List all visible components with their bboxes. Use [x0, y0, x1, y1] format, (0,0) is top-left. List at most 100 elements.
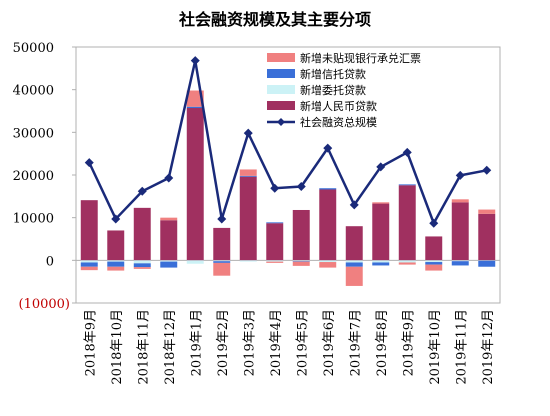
bar-segment — [478, 260, 496, 267]
legend-marker — [277, 118, 285, 126]
bar-segment — [213, 261, 231, 263]
y-tick-label: 40000 — [13, 84, 54, 99]
y-tick-label: 0 — [46, 254, 54, 269]
bar-segment — [266, 223, 284, 261]
legend-box — [263, 49, 463, 135]
legend-label: 新增未贴现银行承兑汇票 — [300, 51, 421, 65]
bar-segment — [186, 108, 204, 261]
bar-segment — [451, 261, 469, 266]
line-point — [243, 128, 253, 138]
bar-segment — [319, 189, 337, 261]
bar-segment — [425, 264, 443, 271]
bar-segment — [239, 176, 257, 261]
bar-segment — [398, 185, 416, 261]
bar-segment — [398, 184, 416, 186]
bar-segment — [451, 202, 469, 261]
line-point — [217, 214, 227, 224]
x-tick-label: 2019年2月 — [216, 309, 231, 376]
bar-segment — [107, 261, 125, 267]
bar-segment — [425, 262, 443, 265]
bar-segment — [80, 262, 98, 267]
bar-segment — [372, 203, 390, 261]
bar-segment — [213, 262, 231, 276]
line-point — [323, 143, 333, 153]
x-tick-label: 2019年7月 — [348, 309, 363, 376]
legend-swatch — [267, 69, 295, 78]
bar-segment — [266, 222, 284, 224]
y-tick-label: 20000 — [13, 169, 54, 184]
bar-segment — [80, 266, 98, 271]
line-point — [190, 56, 200, 66]
bar-segment — [478, 213, 496, 261]
legend-swatch — [267, 53, 295, 62]
x-tick-label: 2019年9月 — [401, 309, 416, 376]
x-tick-label: 2019年1月 — [189, 309, 204, 376]
line-point — [429, 218, 439, 228]
legend-label: 新增信托贷款 — [300, 67, 366, 81]
line-point — [164, 173, 174, 183]
y-tick-label: 50000 — [13, 41, 54, 56]
line-point — [455, 170, 465, 180]
line-point — [137, 186, 147, 196]
x-tick-label: 2019年6月 — [322, 309, 337, 376]
bar-segment — [345, 226, 363, 261]
bar-segment — [478, 209, 496, 214]
legend-label: 社会融资总规模 — [300, 115, 377, 129]
bar-segment — [107, 230, 125, 261]
x-tick-label: 2019年4月 — [269, 309, 284, 376]
x-tick-label: 2019年8月 — [375, 309, 390, 376]
bar-segment — [107, 260, 125, 262]
bar-segment — [398, 262, 416, 265]
line-point — [402, 147, 412, 157]
bar-segment — [292, 261, 310, 266]
bar-segment — [107, 266, 125, 271]
x-tick-label: 2018年9月 — [83, 309, 98, 376]
line-point — [349, 200, 359, 210]
bar-segment — [425, 236, 443, 261]
bar-segment — [133, 267, 151, 269]
bar-segment — [266, 261, 284, 263]
x-tick-label: 2018年11月 — [136, 309, 151, 385]
x-tick-label: 2019年12月 — [481, 309, 496, 385]
bar-segment — [160, 217, 178, 221]
chart-title: 社会融资规模及其主要分项 — [178, 10, 371, 29]
bar-segment — [160, 220, 178, 261]
bar-segment — [345, 262, 363, 267]
line-point — [270, 183, 280, 193]
bar-segment — [292, 260, 310, 262]
bar-segment — [292, 261, 310, 262]
line-point — [376, 162, 386, 172]
bar-segment — [133, 207, 151, 261]
bar-segment — [239, 175, 257, 177]
y-tick-label: 10000 — [13, 212, 54, 227]
x-tick-label: 2019年5月 — [295, 309, 310, 376]
bar-segment — [80, 260, 98, 263]
bar-segment — [398, 260, 416, 263]
bar-segment — [186, 260, 204, 264]
bar-segment — [80, 200, 98, 261]
bar-segment — [372, 262, 390, 266]
bar-segment — [160, 261, 178, 268]
bar-segment — [372, 260, 390, 263]
legend-swatch — [267, 101, 295, 110]
x-tick-label: 2018年10月 — [110, 309, 125, 385]
bar-segment — [425, 260, 443, 263]
x-tick-label: 2019年10月 — [428, 309, 443, 385]
total-line — [88, 60, 487, 227]
x-tick-label: 2019年11月 — [454, 309, 469, 385]
line-point — [84, 158, 94, 168]
bar-segment — [372, 202, 390, 204]
bar-segment — [213, 260, 231, 262]
bar-segment — [266, 260, 284, 262]
bar-segment — [186, 90, 204, 107]
bar-segment — [239, 169, 257, 176]
bar-segment — [345, 260, 363, 263]
bar-segment — [478, 260, 496, 262]
line-point — [482, 165, 492, 175]
bar-segment — [213, 227, 231, 261]
bar-segment — [292, 209, 310, 261]
line-point — [296, 182, 306, 192]
bar-segment — [133, 260, 151, 264]
x-tick-label: 2019年3月 — [242, 309, 257, 376]
